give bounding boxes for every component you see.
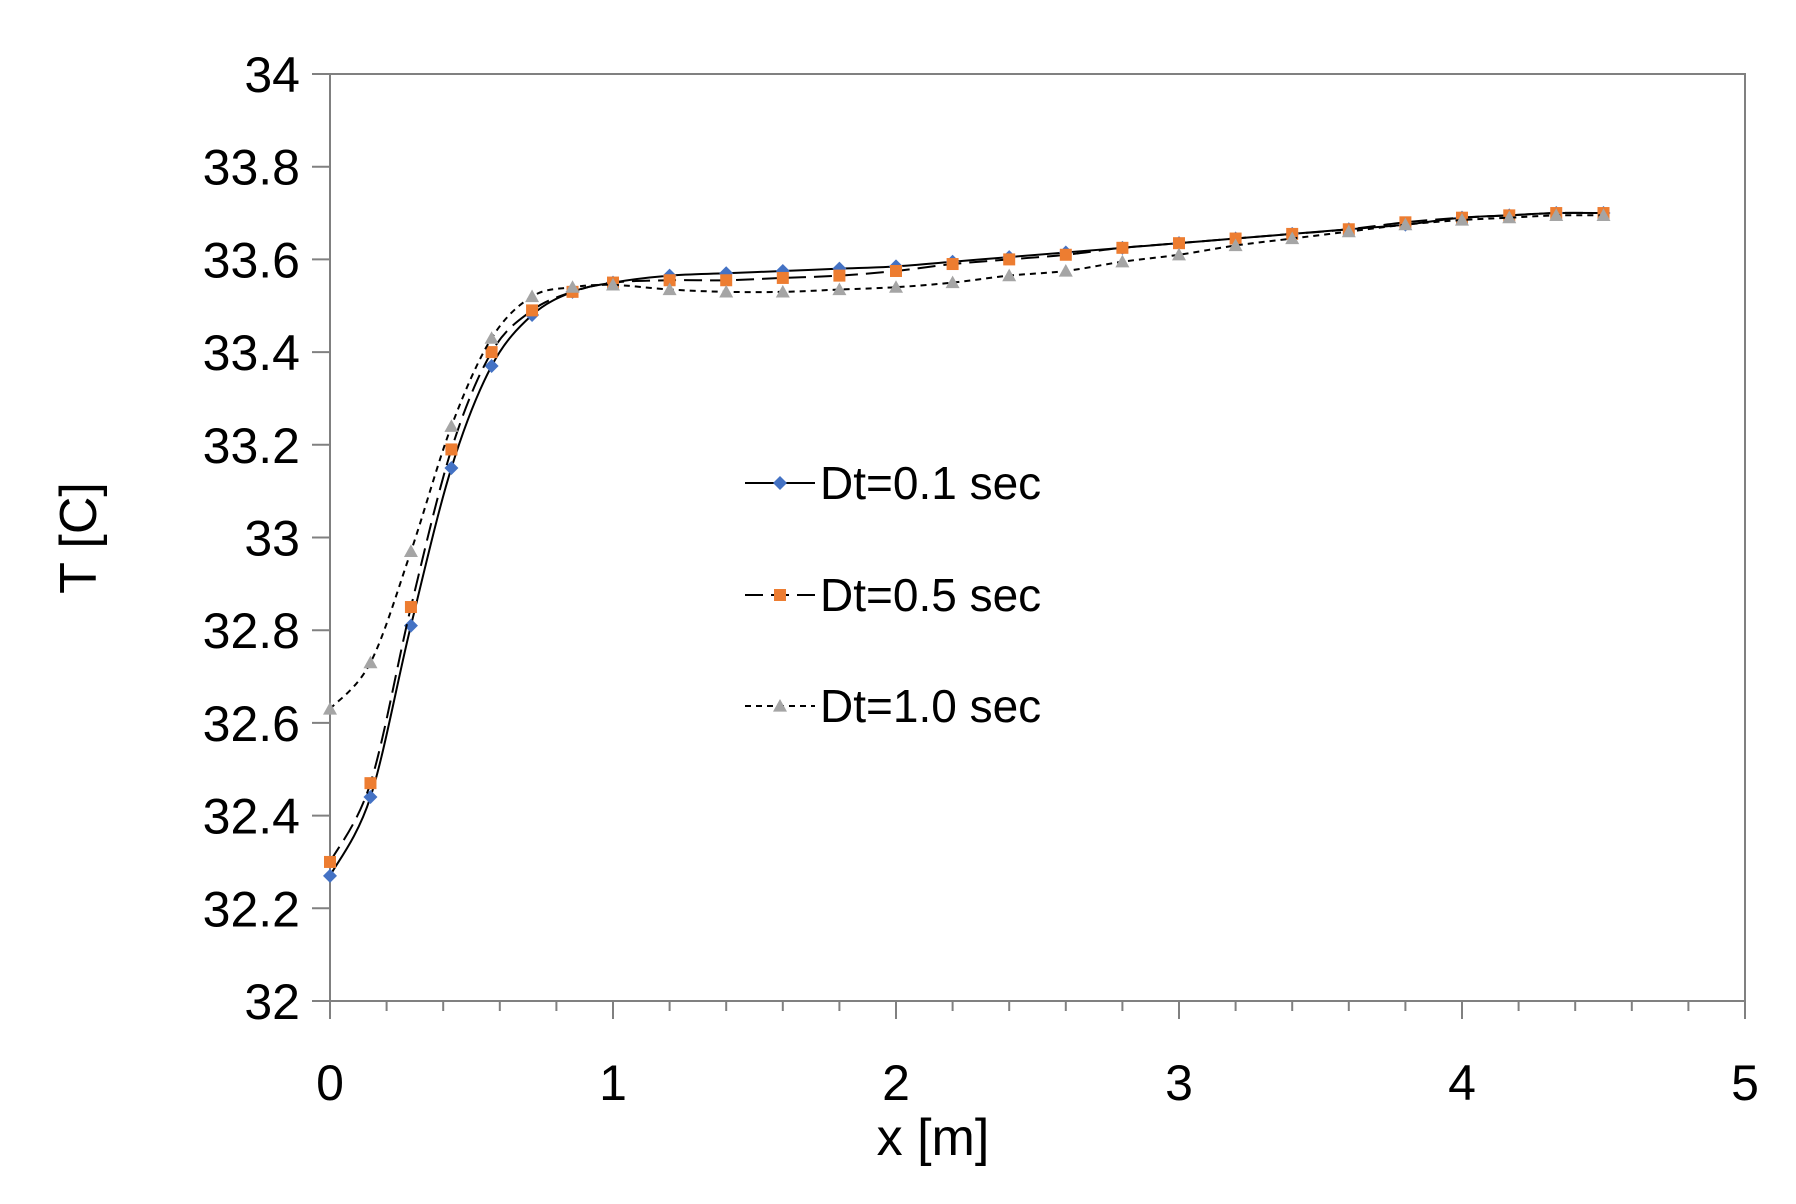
data-point <box>1502 210 1517 224</box>
data-point <box>484 359 499 374</box>
x-tick-label: 0 <box>316 1055 344 1111</box>
data-point <box>719 284 734 298</box>
x-axis-title: x [m] <box>877 1109 990 1167</box>
data-point <box>525 289 540 303</box>
data-point <box>403 618 418 633</box>
data-point <box>484 331 499 344</box>
data-point <box>1228 238 1243 252</box>
y-tick-label: 32 <box>244 974 300 1030</box>
data-point <box>485 346 498 359</box>
x-tick-label: 4 <box>1448 1055 1476 1111</box>
x-tick-label: 1 <box>599 1055 627 1111</box>
data-point <box>444 419 459 432</box>
data-point <box>1285 231 1300 245</box>
y-tick-label: 33.4 <box>203 325 300 381</box>
data-point <box>663 274 676 287</box>
data-point <box>720 274 733 287</box>
data-point <box>775 284 790 298</box>
x-axis: 0 1 2 3 4 5 <box>316 1001 1759 1111</box>
data-point <box>1116 241 1129 254</box>
y-tick-label: 32.2 <box>203 881 300 937</box>
data-point <box>946 258 959 271</box>
y-tick-label: 33.2 <box>203 418 300 474</box>
data-point <box>945 275 960 289</box>
data-point <box>1002 268 1017 282</box>
data-point <box>323 868 337 883</box>
data-point <box>323 701 337 715</box>
data-point <box>889 280 903 293</box>
data-point <box>403 544 418 558</box>
data-point <box>1596 208 1611 221</box>
data-point <box>526 304 539 317</box>
data-point <box>606 277 620 291</box>
data-point <box>1341 224 1356 238</box>
data-point <box>1173 237 1185 250</box>
legend-entry-1: Dt=0.1 sec <box>745 457 1041 509</box>
data-point <box>404 601 417 614</box>
data-point <box>444 460 459 475</box>
data-point <box>445 443 458 456</box>
data-point <box>1172 247 1186 261</box>
legend-marker <box>773 476 787 490</box>
x-tick-label: 3 <box>1165 1055 1193 1111</box>
y-axis: 32 32.2 32.4 32.6 32.8 33 33.2 33.4 33.6 33.8 34 <box>203 47 330 1030</box>
data-point <box>1058 263 1073 277</box>
legend-entry-2: Dt=0.5 sec <box>745 569 1041 621</box>
data-point <box>890 264 902 277</box>
data-point <box>565 280 580 293</box>
data-point <box>1003 253 1016 266</box>
legend-label: Dt=0.5 sec <box>820 569 1041 621</box>
x-tick-label: 2 <box>882 1055 910 1111</box>
y-tick-label: 33.6 <box>203 232 300 288</box>
legend-label: Dt=0.1 sec <box>820 457 1041 509</box>
x-tick-label: 5 <box>1731 1055 1759 1111</box>
data-point <box>832 282 847 296</box>
y-tick-label: 33 <box>244 511 300 567</box>
data-point <box>363 655 378 669</box>
legend-label: Dt=1.0 sec <box>820 680 1041 732</box>
data-point <box>1398 217 1413 231</box>
series-layer <box>323 206 1611 883</box>
series-line <box>329 214 1604 710</box>
y-tick-label: 32.4 <box>203 789 300 845</box>
data-point <box>1455 213 1469 226</box>
legend-marker <box>774 589 786 601</box>
data-point <box>662 282 677 296</box>
data-point <box>1115 254 1130 268</box>
legend-marker <box>773 699 787 712</box>
y-tick-label: 32.8 <box>203 603 300 659</box>
data-point <box>1549 208 1564 221</box>
y-axis-title: T [C] <box>50 482 108 594</box>
data-point <box>364 777 377 790</box>
data-point <box>833 269 846 282</box>
data-point <box>1059 248 1072 261</box>
legend-entry-3: Dt=1.0 sec <box>745 680 1041 732</box>
y-tick-label: 34 <box>244 47 300 103</box>
data-point <box>324 855 336 868</box>
series-3 <box>323 208 1611 715</box>
y-tick-label: 32.6 <box>203 696 300 752</box>
legend: Dt=0.1 sec Dt=0.5 sec Dt=1.0 sec <box>745 457 1041 732</box>
series-line <box>329 211 1604 863</box>
data-point <box>776 271 789 284</box>
y-tick-label: 33.8 <box>203 140 300 196</box>
